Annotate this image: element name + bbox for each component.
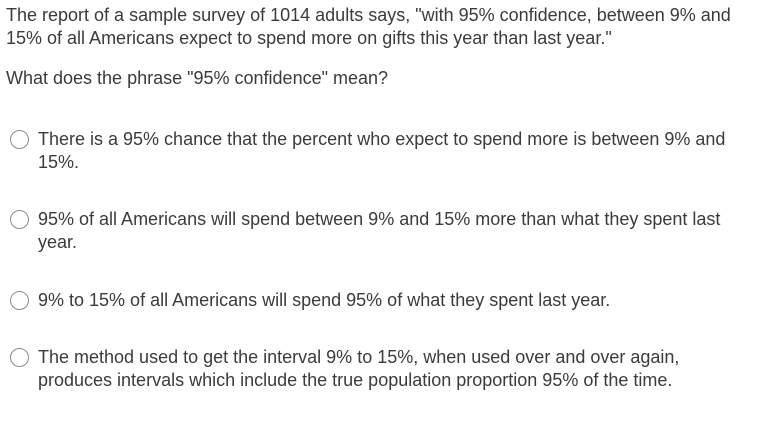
question-text: The report of a sample survey of 1014 ad… <box>6 5 731 48</box>
radio-button-1[interactable] <box>10 130 29 149</box>
answer-option-2-label: 95% of all Americans will spend between … <box>38 209 721 252</box>
answer-option-3-label: 9% to 15% of all Americans will spend 95… <box>38 290 611 310</box>
answer-option-4[interactable]: The method used to get the interval 9% t… <box>10 346 750 392</box>
question-prompt: What does the phrase "95% confidence" me… <box>6 68 389 88</box>
radio-button-2[interactable] <box>10 210 29 229</box>
answer-option-3[interactable]: 9% to 15% of all Americans will spend 95… <box>10 289 750 312</box>
answer-option-4-label: The method used to get the interval 9% t… <box>38 347 680 390</box>
question-stem: The report of a sample survey of 1014 ad… <box>6 4 751 50</box>
answer-option-1-label: There is a 95% chance that the percent w… <box>38 129 726 172</box>
answer-option-2[interactable]: 95% of all Americans will spend between … <box>10 208 750 254</box>
answer-option-1[interactable]: There is a 95% chance that the percent w… <box>10 128 750 174</box>
radio-button-3[interactable] <box>10 291 29 310</box>
radio-button-4[interactable] <box>10 348 29 367</box>
